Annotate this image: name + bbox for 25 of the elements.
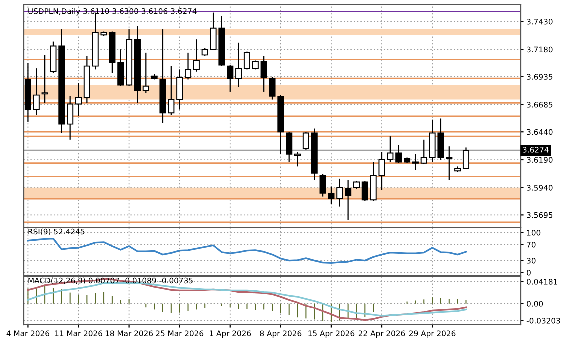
candlestick xyxy=(446,146,453,181)
candlestick xyxy=(75,82,82,118)
candlestick xyxy=(345,180,352,221)
line-series xyxy=(27,238,468,264)
candlestick xyxy=(396,144,402,164)
candlestick xyxy=(260,56,268,93)
candlestick xyxy=(244,51,250,70)
candlestick xyxy=(118,49,124,87)
candlestick xyxy=(462,147,470,170)
candlestick xyxy=(294,152,302,168)
candlestick xyxy=(42,54,48,104)
candlestick xyxy=(193,39,200,72)
candlestick xyxy=(362,180,368,202)
candlestick xyxy=(286,132,293,163)
candlestick xyxy=(33,68,40,116)
candlestick xyxy=(227,64,234,93)
candlestick xyxy=(420,139,428,165)
candlestick xyxy=(67,96,74,140)
candlestick xyxy=(236,42,242,88)
candlestick xyxy=(176,69,184,110)
candlestick xyxy=(185,52,192,80)
candlestick xyxy=(412,154,419,171)
candlestick xyxy=(302,132,310,151)
candlestick xyxy=(336,178,344,208)
candlestick xyxy=(142,52,150,94)
